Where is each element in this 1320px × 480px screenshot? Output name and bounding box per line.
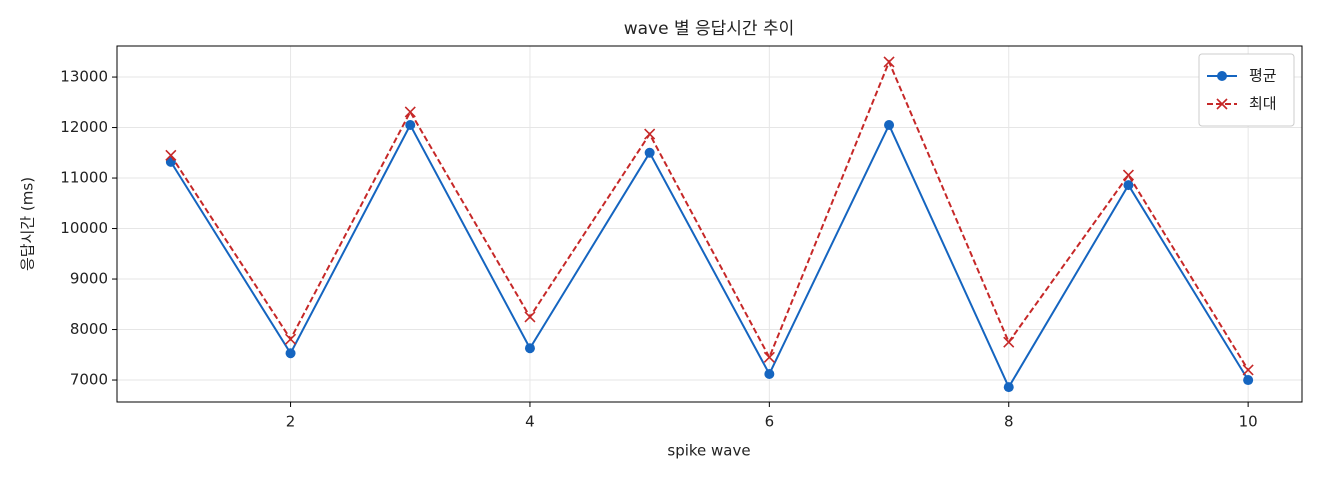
marker-x <box>524 311 536 323</box>
y-tick-label: 7000 <box>70 371 108 389</box>
x-tick-label: 4 <box>525 413 535 431</box>
point <box>1122 169 1135 181</box>
point <box>524 311 536 323</box>
x-tick-label: 2 <box>286 413 296 431</box>
point <box>1216 98 1228 110</box>
point <box>165 149 177 161</box>
y-tick-label: 8000 <box>70 320 108 338</box>
point <box>1123 180 1134 191</box>
point <box>764 368 775 379</box>
marker-x <box>644 128 656 140</box>
point <box>1003 336 1015 348</box>
marker-x <box>883 56 895 68</box>
point <box>1217 71 1227 81</box>
point <box>285 348 296 359</box>
point <box>763 351 775 363</box>
plot-frame <box>116 45 1303 403</box>
point <box>884 120 895 131</box>
legend-label: 최대 <box>1249 95 1277 113</box>
y-tick-label: 12000 <box>60 118 108 136</box>
y-tick-label: 9000 <box>70 270 108 288</box>
point <box>644 147 655 158</box>
point <box>405 120 416 131</box>
legend-box <box>1198 53 1295 127</box>
x-tick-label: 8 <box>1004 413 1014 431</box>
x-tick-label: 6 <box>765 413 775 431</box>
point <box>284 333 297 345</box>
series-line <box>170 59 1249 371</box>
x-tick-label: 10 <box>1239 413 1258 431</box>
chart-title: wave 별 응답시간 추이 <box>624 19 795 39</box>
marker-x <box>1003 336 1015 348</box>
series-line <box>170 122 1249 390</box>
marker-x <box>1242 364 1254 376</box>
marker-x <box>1122 169 1135 181</box>
point <box>1003 382 1014 393</box>
marker-x <box>763 351 775 363</box>
legend-label: 평균 <box>1249 67 1277 85</box>
point <box>1242 364 1254 376</box>
y-tick-label: 10000 <box>60 219 108 237</box>
point <box>883 56 895 68</box>
y-tick-label: 13000 <box>60 68 108 86</box>
marker-x <box>1216 98 1228 110</box>
point <box>524 343 535 354</box>
marker-x <box>284 333 297 345</box>
point <box>404 106 416 118</box>
marker-x <box>404 106 416 118</box>
y-axis-label: 응답시간 (ms) <box>19 177 37 271</box>
y-tick-label: 11000 <box>60 169 108 187</box>
x-axis-label: spike wave <box>667 442 750 460</box>
point <box>644 128 656 140</box>
marker-x <box>165 149 177 161</box>
point <box>1243 375 1254 386</box>
